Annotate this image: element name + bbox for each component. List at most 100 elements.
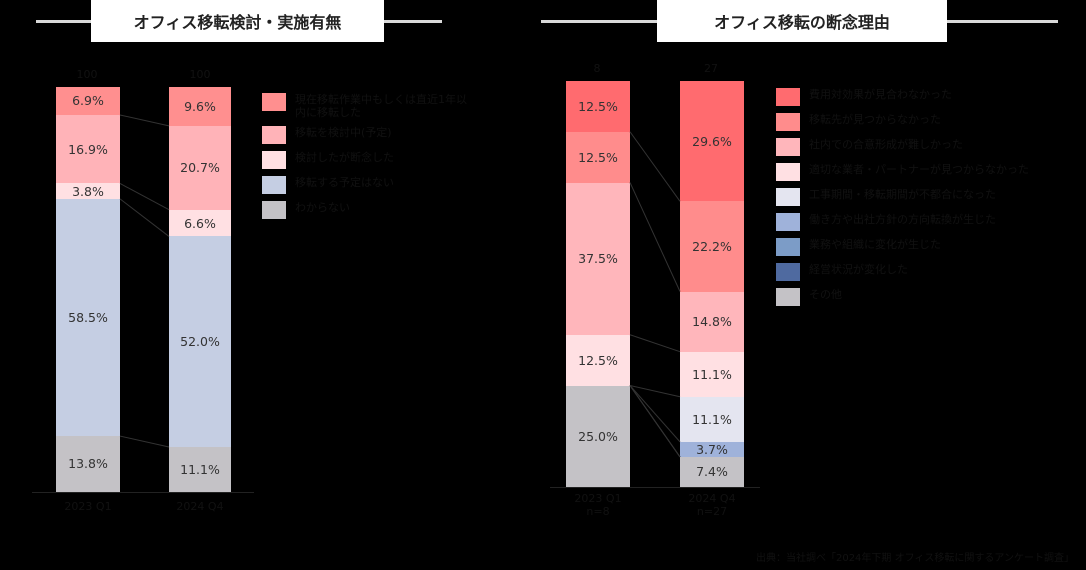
right-bar-segment: 11.1% — [680, 351, 744, 397]
right-x-label-2-period: 2024 Q4 — [688, 492, 736, 505]
right-bar-segment: 22.2% — [680, 201, 744, 292]
legend-item: わからない — [262, 201, 472, 219]
right-bar-segment: 12.5% — [566, 81, 630, 132]
legend-label: 移転を検討中(予定) — [295, 126, 392, 139]
left-x-label-2: 2024 Q4 — [176, 500, 224, 513]
right-bar-segment: 12.5% — [566, 334, 630, 386]
legend-swatch — [262, 93, 286, 111]
value-label: 11.1% — [180, 461, 220, 477]
value-label: 16.9% — [68, 141, 108, 157]
value-label: 52.0% — [180, 334, 220, 350]
legend-swatch — [776, 263, 800, 281]
right-bar-segment: 25.0% — [566, 385, 630, 487]
legend-label: 費用対効果が見合わなかった — [809, 88, 952, 101]
left-bar-segment: 52.0% — [169, 236, 231, 448]
left-x-axis — [32, 492, 254, 493]
right-bar-segment: 29.6% — [680, 81, 744, 202]
legend-swatch — [776, 238, 800, 256]
legend-item: 移転先が見つからなかった — [776, 113, 1076, 131]
legend-swatch — [262, 126, 286, 144]
right-x-label-2: 2024 Q4 n=27 — [672, 492, 752, 518]
legend-label: その他 — [809, 288, 842, 301]
right-bar-segment: 11.1% — [680, 396, 744, 442]
value-label: 13.8% — [68, 456, 108, 472]
legend-item: 社内での合意形成が難しかった — [776, 138, 1076, 156]
left-legend: 現在移転作業中もしくは直近1年以内に移転した移転を検討中(予定) 検討したが断念し… — [262, 93, 472, 226]
value-label: 6.6% — [184, 215, 216, 231]
right-chart-title: オフィス移転の断念理由 — [657, 0, 947, 42]
legend-swatch — [776, 88, 800, 106]
value-label: 12.5% — [578, 98, 618, 114]
right-legend: 費用対効果が見合わなかった移転先が見つからなかった社内での合意形成が難しかった適… — [776, 88, 1076, 313]
legend-label: 適切な業者・パートナーが見つからなかった — [809, 163, 1029, 176]
right-x-label-1-period: 2023 Q1 — [574, 492, 622, 505]
legend-swatch — [776, 188, 800, 206]
left-chart-title-text: オフィス移転検討・実施有無 — [133, 13, 342, 32]
legend-item: その他 — [776, 288, 1076, 306]
value-label: 3.7% — [696, 441, 728, 457]
value-label: 11.1% — [692, 411, 732, 427]
right-bar-segment: 7.4% — [680, 456, 744, 487]
right-x-label-2-n: n=27 — [696, 505, 728, 518]
legend-item: 工事期間・移転期間が不都合になった — [776, 188, 1076, 206]
legend-swatch — [776, 113, 800, 131]
right-bar-2023q1: 12.5% 12.5% 37.5% 12.5% 25.0% — [566, 81, 630, 487]
legend-swatch — [262, 176, 286, 194]
left-title-line-right — [384, 20, 442, 23]
left-bar-segment: 58.5% — [56, 198, 120, 437]
legend-item: 働き方や出社方針の方向転換が生じた — [776, 213, 1076, 231]
left-title-line-left — [36, 20, 92, 23]
legend-swatch — [776, 288, 800, 306]
value-label: 20.7% — [180, 160, 220, 176]
left-bar-segment: 6.9% — [56, 87, 120, 115]
left-chart-title: オフィス移転検討・実施有無 — [91, 0, 384, 42]
legend-swatch — [776, 213, 800, 231]
value-label: 29.6% — [692, 133, 732, 149]
left-bar-segment: 9.6% — [169, 87, 231, 126]
value-label: 7.4% — [696, 464, 728, 480]
value-label: 14.8% — [692, 314, 732, 330]
value-label: 12.5% — [578, 352, 618, 368]
legend-label: 社内での合意形成が難しかった — [809, 138, 963, 151]
right-x-label-1-n: n=8 — [586, 505, 610, 518]
right-title-line-right — [946, 20, 1058, 23]
legend-item: 検討したが断念した — [262, 151, 472, 169]
right-n-label-2: 27 — [704, 62, 718, 75]
right-bar-segment: 14.8% — [680, 291, 744, 352]
right-bar-segment: 3.7% — [680, 441, 744, 457]
right-n-label-1: 8 — [593, 62, 601, 75]
left-n-label-2: 100 — [189, 68, 211, 81]
right-bar-2024q4: 29.6% 22.2% 14.8% 11.1% 11.1% 3.7% 7.4% — [680, 81, 744, 487]
left-bar-segment: 13.8% — [56, 436, 120, 492]
legend-label: 検討したが断念した — [295, 151, 394, 164]
legend-item: 費用対効果が見合わなかった — [776, 88, 1076, 106]
left-bar-segment: 20.7% — [169, 125, 231, 210]
legend-label: 経営状況が変化した — [809, 263, 908, 276]
legend-label: 現在移転作業中もしくは直近1年以内に移転した — [295, 93, 467, 119]
legend-label: 業務や組織に変化が生じた — [809, 238, 941, 251]
right-title-line-left — [541, 20, 658, 23]
value-label: 37.5% — [578, 251, 618, 267]
legend-swatch — [776, 138, 800, 156]
value-label: 22.2% — [692, 238, 732, 254]
right-x-label-1: 2023 Q1 n=8 — [558, 492, 638, 518]
legend-label: 移転する予定はない — [295, 176, 394, 189]
left-bar-segment: 16.9% — [56, 114, 120, 184]
legend-swatch — [262, 151, 286, 169]
source-footnote: 出典：当社調べ「2024年下期 オフィス移転に関するアンケート調査」 — [755, 553, 1074, 564]
value-label: 9.6% — [184, 98, 216, 114]
legend-label: 働き方や出社方針の方向転換が生じた — [809, 213, 996, 226]
legend-swatch — [262, 201, 286, 219]
right-bar-segment: 37.5% — [566, 182, 630, 335]
value-label: 3.8% — [72, 183, 104, 199]
left-bar-2024q4: 9.6% 20.7% 6.6% 52.0% 11.1% — [169, 87, 231, 492]
value-label: 6.9% — [72, 93, 104, 109]
left-n-label-1: 100 — [76, 68, 98, 81]
legend-item: 経営状況が変化した — [776, 263, 1076, 281]
right-bar-segment: 12.5% — [566, 131, 630, 183]
legend-item: 移転を検討中(予定) — [262, 126, 472, 144]
value-label: 58.5% — [68, 309, 108, 325]
legend-swatch — [776, 163, 800, 181]
value-label: 12.5% — [578, 149, 618, 165]
